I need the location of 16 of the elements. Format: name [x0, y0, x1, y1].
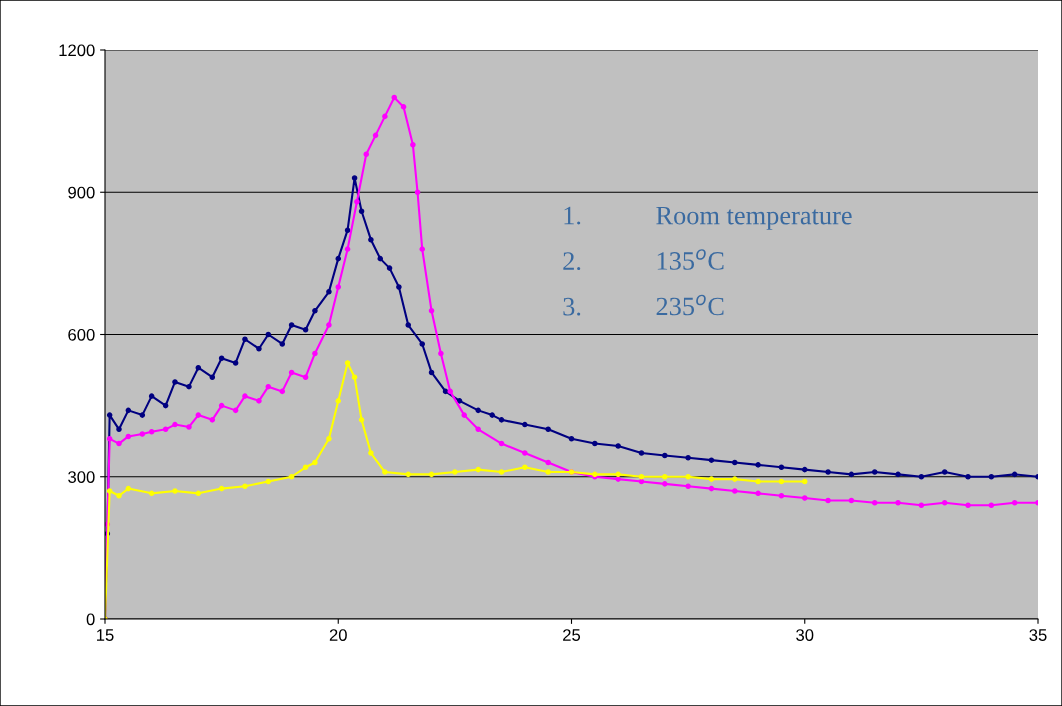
x-tick-label: 25	[563, 629, 581, 641]
x-tick-label: 30	[796, 629, 814, 641]
annotation: 135$^{o}$C	[657, 249, 724, 270]
annotation: Room temperature	[656, 206, 852, 230]
y-tick-label: 0	[86, 613, 95, 626]
annotation: 2.	[563, 252, 581, 271]
y-tick-label: 300	[68, 471, 95, 483]
annotation: 235$^{o}$C	[656, 294, 724, 316]
annotation: 3.	[563, 297, 581, 316]
x-tick-label: 15	[97, 629, 114, 641]
y-tick-label: 900	[68, 186, 95, 199]
annotation: 1.	[564, 206, 581, 225]
x-tick-label: 35	[1029, 629, 1047, 641]
y-tick-label: 1200	[59, 44, 95, 57]
y-tick-label: 600	[68, 328, 95, 341]
x-tick-label: 20	[329, 629, 347, 641]
